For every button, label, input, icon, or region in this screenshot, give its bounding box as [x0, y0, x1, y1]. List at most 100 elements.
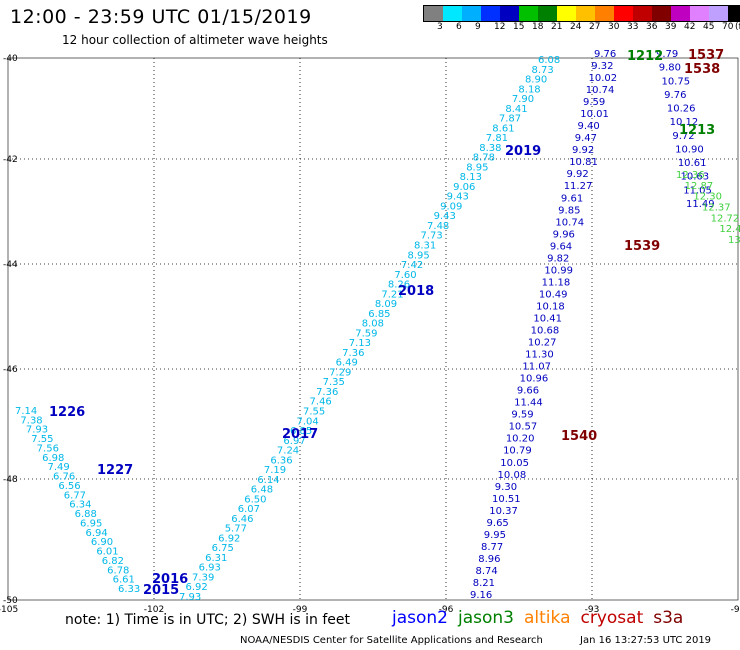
swh-value-cryosat: 9.40 [577, 121, 599, 132]
swh-value-cryosat: 10.51 [492, 494, 521, 505]
pass-label: 1537 [688, 48, 724, 63]
scale-label: 36 [646, 22, 658, 32]
color-swatch [424, 6, 443, 21]
scale-label: 18 [532, 22, 544, 32]
swh-value-ascending: 7.13 [349, 338, 371, 349]
pass-label: 2017 [282, 427, 318, 442]
color-swatch [538, 6, 557, 21]
swh-value-cryosat: 9.61 [561, 193, 583, 204]
swh-value-ascending: 7.73 [421, 231, 443, 242]
color-swatch [462, 6, 481, 21]
swh-value-cryosat: 10.96 [520, 374, 549, 385]
swh-value-cryosat: 9.96 [553, 229, 575, 240]
swh-value-ascending: 9.09 [440, 201, 462, 212]
swh-value-ascending: 7.46 [310, 397, 332, 408]
swh-value-ascending: 8.90 [525, 75, 547, 86]
scale-label: 42 [684, 22, 696, 32]
swh-value-descending: 6.98 [42, 453, 64, 464]
swh-value-cryosat: 10.37 [489, 506, 518, 517]
satellite-jason2: jason2 [392, 608, 448, 628]
swh-value-ascending: 6.08 [538, 55, 560, 66]
color-swatch [614, 6, 633, 21]
swh-value-ascending: 6.93 [199, 563, 221, 574]
color-swatch [557, 6, 576, 21]
longitude-label: -90 [731, 605, 740, 615]
swh-value-cryosat: 9.47 [575, 133, 597, 144]
swh-value-descending: 6.95 [80, 518, 102, 529]
swh-value-track: 12.37 [702, 203, 731, 214]
swh-value-cryosat: 10.01 [580, 109, 609, 120]
swh-value-descending: 6.82 [102, 556, 124, 567]
satellite-s3a: s3a [653, 608, 684, 628]
swh-value-cryosat: 10.27 [528, 338, 557, 349]
scale-label: 24 [570, 22, 582, 32]
swh-value-track: 12.72 [711, 213, 740, 224]
swh-value-cryosat: 11.07 [522, 362, 551, 373]
satellite-legend: jason2 jason3 altika cryosat s3a [392, 608, 693, 628]
swh-value-track: 13. [728, 235, 740, 246]
swh-value-descending: 6.01 [96, 547, 118, 558]
swh-value-ascending: 7.21 [381, 289, 403, 300]
swh-value-cryosat: 10.26 [667, 104, 696, 115]
swh-value-cryosat: 9.32 [591, 61, 613, 72]
swh-value-ascending: 7.19 [264, 465, 286, 476]
pass-label: 1212 [627, 49, 663, 64]
latitude-label: -40 [3, 54, 18, 64]
swh-value-cryosat: 11.49 [686, 199, 715, 210]
swh-value-cryosat: 10.49 [539, 289, 568, 300]
swh-value-cryosat: 11.18 [542, 277, 571, 288]
swh-value-cryosat: 9.72 [672, 131, 694, 142]
swh-value-track: 12.4 [719, 224, 740, 235]
pass-label: 1213 [679, 123, 715, 138]
swh-value-cryosat: 10.02 [588, 73, 617, 84]
swh-value-ascending: 9.43 [434, 211, 456, 222]
satellite-jason3: jason3 [458, 608, 514, 628]
swh-value-cryosat: 10.81 [569, 157, 598, 168]
scale-label: 39 [665, 22, 677, 32]
scale-label: 12 [494, 22, 506, 32]
swh-value-descending: 6.88 [75, 509, 97, 520]
swh-value-ascending: 6.49 [336, 358, 358, 369]
swh-value-descending: 7.14 [15, 406, 37, 417]
swh-value-cryosat: 9.92 [572, 145, 594, 156]
scale-label: 3 [437, 22, 443, 32]
swh-value-ascending: 8.26 [388, 280, 410, 291]
swh-value-ascending: 8.41 [505, 104, 527, 115]
color-swatch [481, 6, 500, 21]
swh-value-ascending: 8.31 [414, 241, 436, 252]
scale-label: 30 [608, 22, 620, 32]
color-swatch [671, 6, 690, 21]
swh-value-cryosat: 10.99 [544, 265, 573, 276]
swh-value-ascending: 7.81 [486, 133, 508, 144]
color-swatch [728, 6, 740, 21]
swh-value-track: 12.87 [685, 181, 714, 192]
swh-value-descending: 6.34 [69, 500, 91, 511]
pass-label: 1540 [561, 429, 597, 444]
satellite-altika: altika [524, 608, 571, 628]
swh-value-cryosat: 9.66 [517, 386, 539, 397]
color-swatch [652, 6, 671, 21]
swh-value-ascending: 8.13 [460, 172, 482, 183]
swh-value-cryosat: 10.79 [503, 446, 532, 457]
color-swatch [519, 6, 538, 21]
swh-value-ascending: 8.08 [362, 319, 384, 330]
scale-label: 27 [589, 22, 601, 32]
swh-value-cryosat: 10.57 [509, 422, 538, 433]
swh-value-ascending: 7.42 [401, 260, 423, 271]
swh-value-ascending: 7.29 [329, 367, 351, 378]
swh-value-ascending: 7.59 [355, 328, 377, 339]
pass-label: 2015 [143, 583, 179, 598]
swh-value-cryosat: 10.18 [536, 301, 565, 312]
scale-label: 6 [456, 22, 462, 32]
swh-value-ascending: 6.97 [283, 436, 305, 447]
swh-value-ascending: 6.75 [212, 543, 234, 554]
scale-label: 45 [703, 22, 715, 32]
swh-value-cryosat: 9.76 [664, 90, 686, 101]
swh-value-cryosat: 8.21 [473, 578, 495, 589]
swh-value-cryosat: 9.92 [566, 169, 588, 180]
swh-value-cryosat: 10.63 [681, 172, 710, 183]
swh-value-ascending: 5.77 [225, 524, 247, 535]
swh-value-cryosat: 9.16 [470, 590, 492, 601]
swh-value-ascending: 7.48 [427, 221, 449, 232]
scale-label: 15 [513, 22, 525, 32]
